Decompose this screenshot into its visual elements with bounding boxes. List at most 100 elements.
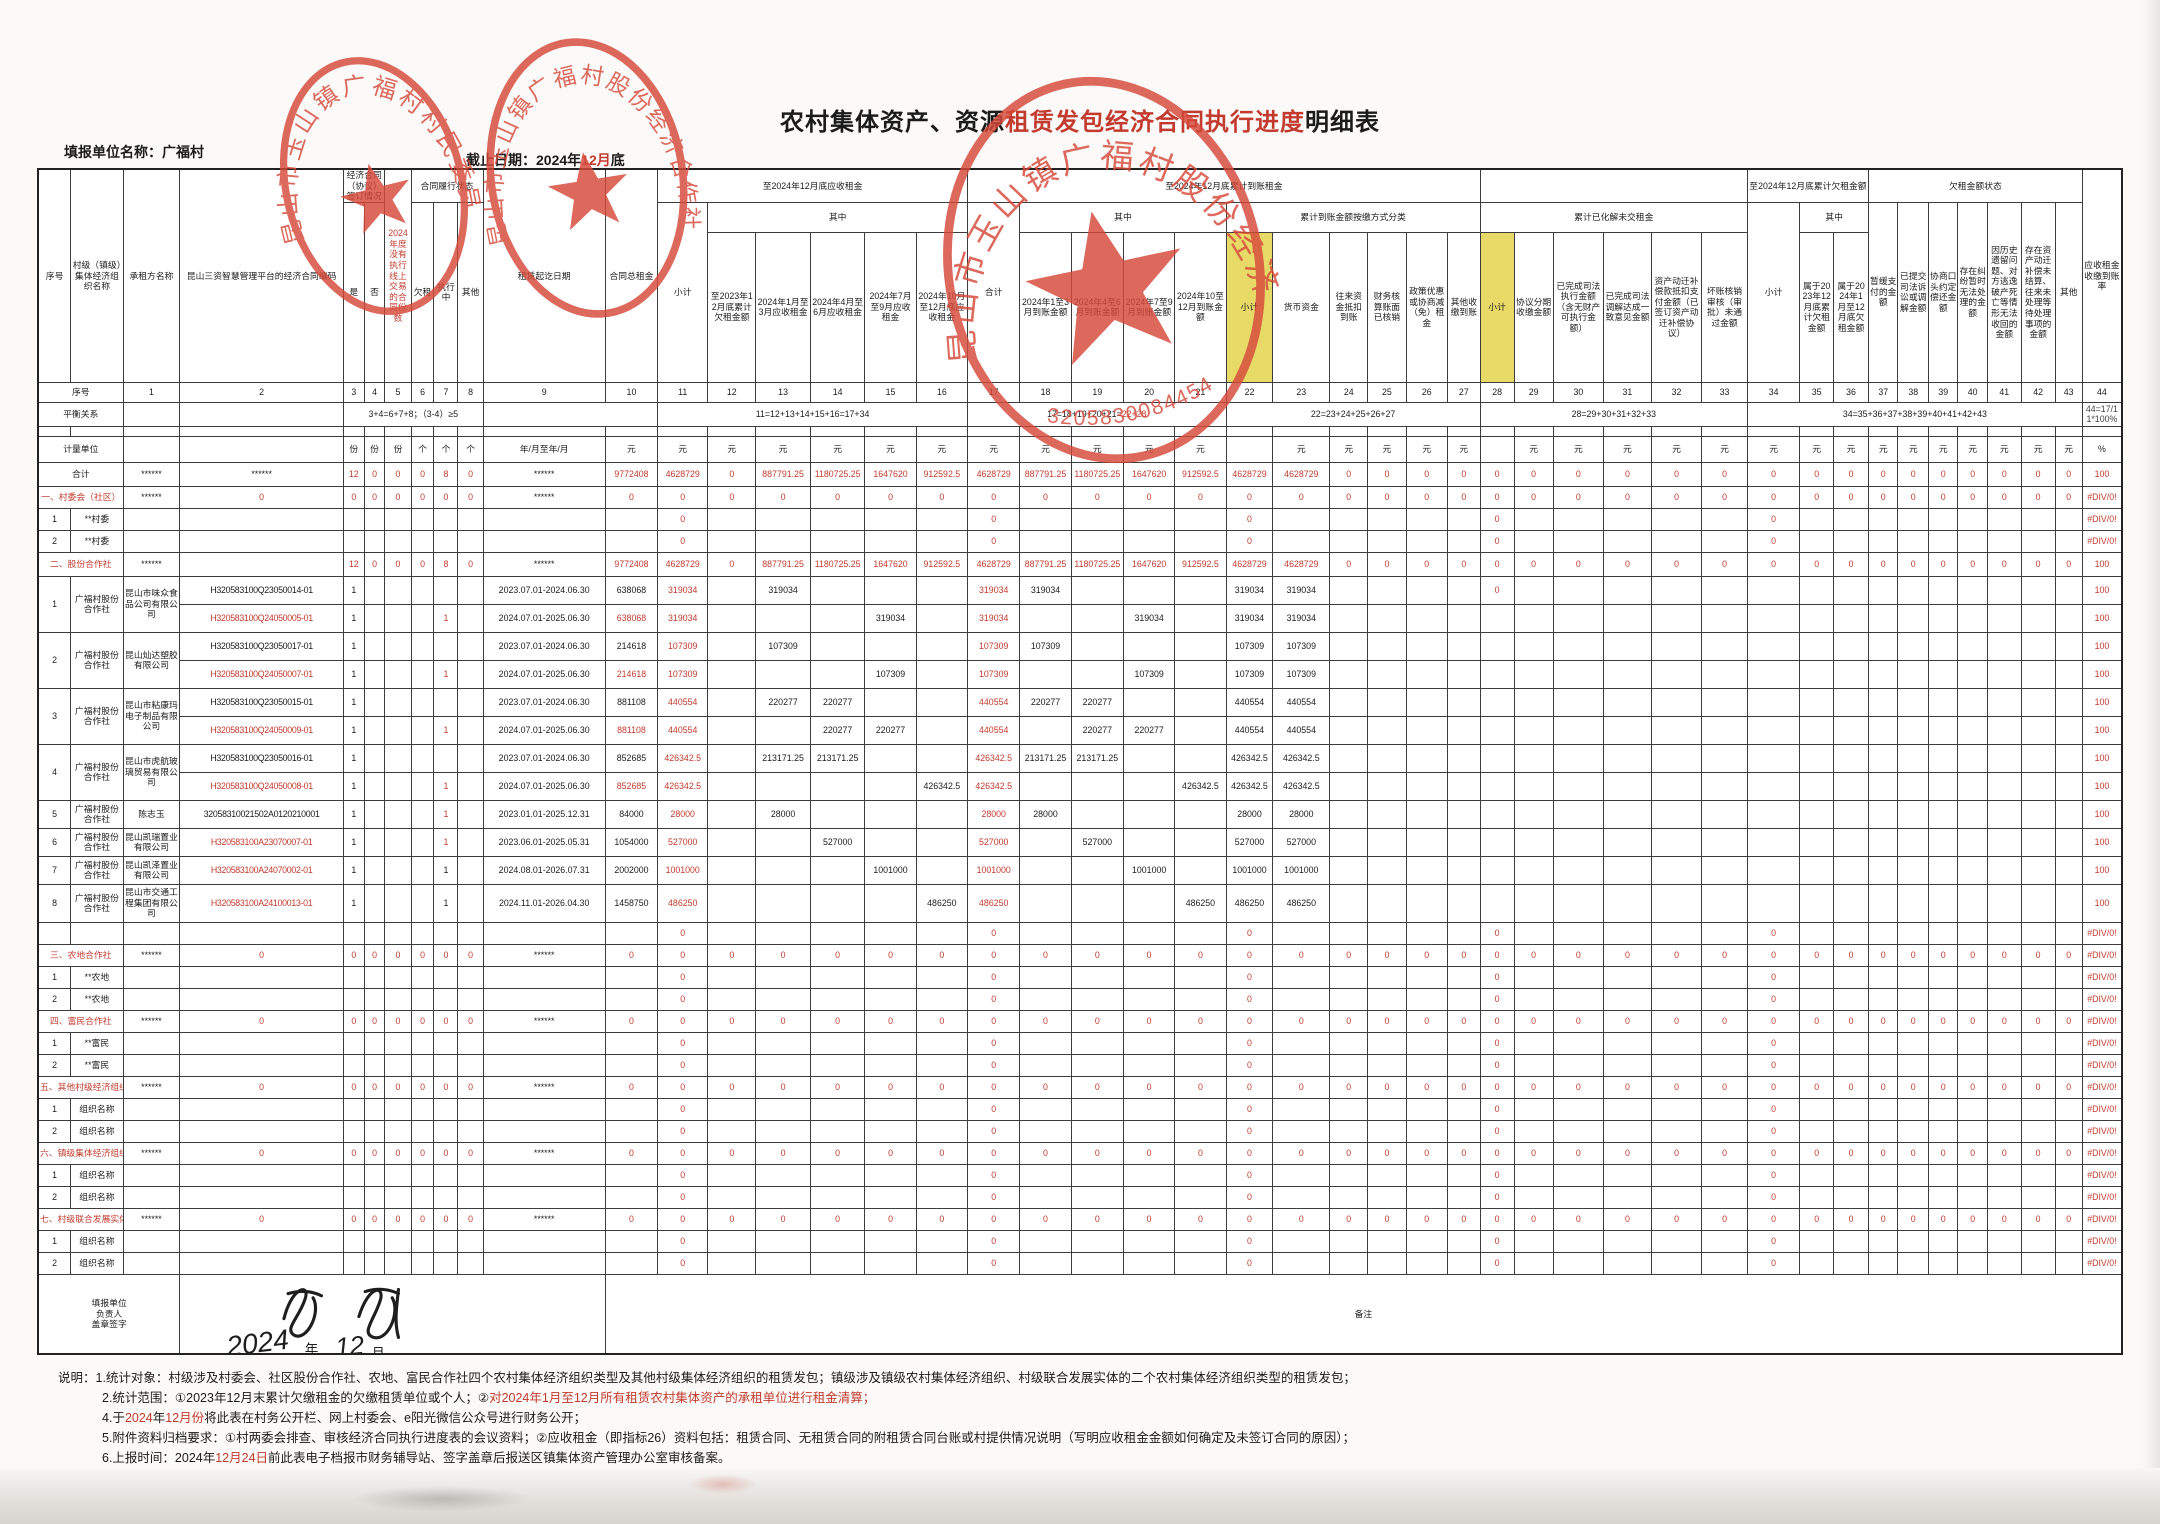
table-cell: [384, 1185, 412, 1209]
table-cell: 0: [707, 1141, 757, 1165]
table-cell: 0: [1479, 1031, 1515, 1055]
table-cell: 一、村委会（社区）: [37, 485, 124, 509]
table-cell: [1019, 603, 1072, 633]
table-cell: [1479, 425, 1515, 437]
table-cell: #DIV/0!: [2081, 1009, 2123, 1033]
table-cell: [1019, 1185, 1072, 1209]
table-cell: 0: [384, 1009, 412, 1033]
table-cell: [1701, 743, 1748, 773]
table-cell: 0: [1957, 461, 1988, 487]
table-cell: [864, 921, 917, 945]
signature-stroke-1: [282, 1287, 318, 1338]
table-cell: [809, 425, 866, 437]
table-cell: [1833, 771, 1869, 801]
table-cell: [1957, 921, 1988, 945]
table-cell: [1122, 1031, 1176, 1055]
table-cell: [755, 603, 811, 633]
table-cell: [2054, 631, 2083, 661]
table-cell: 22=23+24+25+26+27: [1225, 401, 1481, 427]
table-cell: [1479, 855, 1515, 885]
table-cell: [657, 425, 709, 437]
table-cell: [384, 1031, 412, 1055]
table-cell: [1070, 987, 1125, 1011]
table-cell: [915, 631, 969, 661]
table-cell: [1329, 687, 1369, 717]
table-cell: [410, 921, 435, 945]
table-cell: [1513, 575, 1554, 605]
table-cell: [1867, 1229, 1899, 1253]
table-cell: [707, 1031, 757, 1055]
table-cell: 0: [967, 1097, 1021, 1121]
table-cell: [1927, 1119, 1959, 1143]
table-cell: 1: [342, 743, 365, 773]
table-cell: 426342.5: [967, 743, 1021, 773]
table-cell: 0: [457, 1207, 484, 1231]
table-cell: [915, 743, 969, 773]
table-cell: [2020, 659, 2056, 689]
table-cell: 486250: [967, 883, 1021, 923]
table-cell: [1986, 1251, 2022, 1275]
table-cell: [1329, 855, 1369, 885]
table-cell: 元: [1701, 435, 1748, 463]
table-cell: [1957, 743, 1988, 773]
header-cell: 执行中: [433, 201, 459, 383]
header-cell: 2024年1月至3月应收租金: [755, 231, 811, 383]
table-cell: 0: [1650, 1207, 1703, 1231]
table-cell: 0: [1479, 943, 1515, 967]
table-cell: 1: [342, 575, 365, 605]
table-cell: [864, 1097, 917, 1121]
table-cell: [1957, 631, 1988, 661]
table-cell: 0: [915, 485, 969, 509]
table-cell: [433, 425, 459, 437]
table-cell: [1479, 771, 1515, 801]
table-cell: [1513, 1251, 1554, 1275]
table-cell: 填报单位 负责人 盖章签字: [37, 1273, 181, 1355]
table-cell: [457, 425, 484, 437]
table-cell: [457, 965, 484, 989]
table-cell: [1552, 425, 1604, 437]
table-cell: 1001000: [1225, 855, 1274, 885]
table-cell: 0: [755, 485, 811, 509]
table-cell: [433, 631, 459, 661]
footnotes: 说明：1.统计对象：村级涉及村委会、社区股份合作社、农地、富民合作社四个农村集体…: [58, 1368, 2108, 1468]
table-cell: [1833, 1053, 1869, 1077]
table-cell: 319034: [1272, 575, 1331, 605]
table-cell: [457, 659, 484, 689]
table-cell: H320583100A23070007-01: [179, 827, 344, 857]
table-cell: H320583100Q23050014-01: [179, 575, 344, 605]
table-cell: [1019, 771, 1072, 801]
table-cell: [1405, 883, 1448, 923]
table-cell: [1897, 1053, 1929, 1077]
table-cell: 13: [755, 381, 811, 403]
table-cell: [755, 965, 811, 989]
table-cell: [1070, 659, 1125, 689]
table-cell: [384, 575, 412, 605]
table-cell: [604, 965, 659, 989]
table-cell: 0: [1867, 485, 1899, 509]
table-cell: 元: [809, 435, 866, 463]
table-cell: [1329, 921, 1369, 945]
table-cell: [2054, 1031, 2083, 1055]
table-cell: [1799, 965, 1835, 989]
table-cell: [1272, 987, 1331, 1011]
table-cell: [915, 1053, 969, 1077]
table-cell: [1405, 743, 1448, 773]
table-cell: [1367, 965, 1407, 989]
table-cell: [1446, 1053, 1481, 1077]
table-cell: [1650, 921, 1703, 945]
table-cell: 昆山市粘康玛电子制品有限公司: [122, 687, 181, 745]
table-cell: [1650, 1097, 1703, 1121]
table-cell: [1019, 715, 1072, 745]
table-cell: [457, 883, 484, 923]
table-cell: #DIV/0!: [2081, 1141, 2123, 1165]
table-cell: [1799, 575, 1835, 605]
table-cell: 0: [1513, 485, 1554, 509]
table-cell: 0: [1957, 485, 1988, 509]
table-cell: [2054, 425, 2083, 437]
table-cell: [433, 1097, 459, 1121]
table-cell: [809, 631, 866, 661]
table-cell: [2054, 1163, 2083, 1187]
table-cell: 0: [1513, 1009, 1554, 1033]
table-cell: 0: [1225, 1097, 1274, 1121]
table-cell: [1405, 687, 1448, 717]
